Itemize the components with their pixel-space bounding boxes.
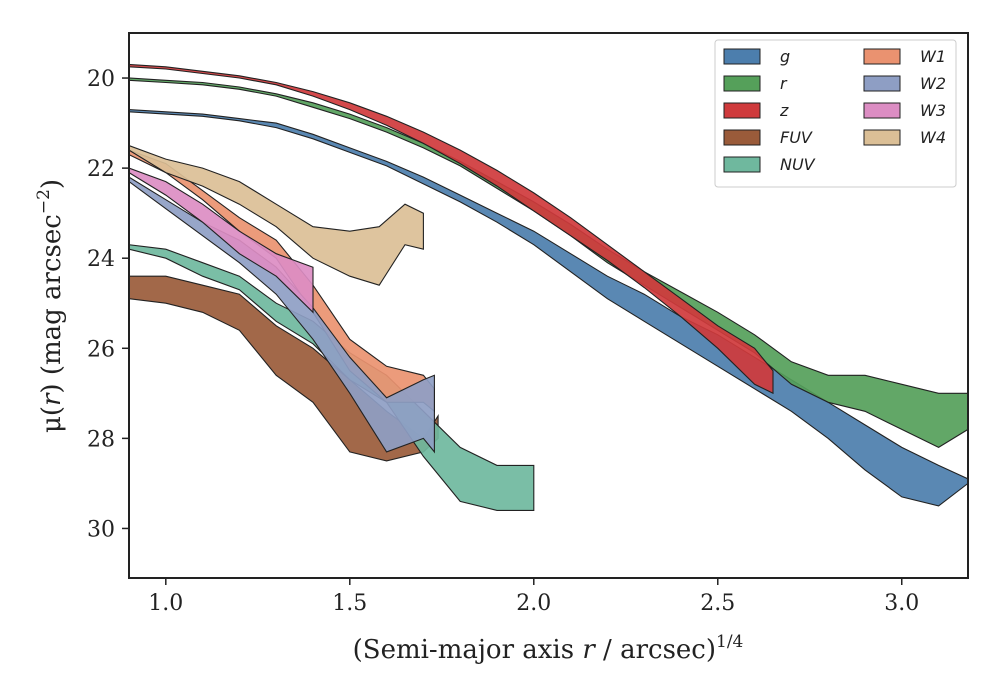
legend-items: grz FUV NUV W1 W2 W3 W4 xyxy=(723,47,946,174)
legend-label-r: r xyxy=(780,74,788,93)
legend-label-z: z xyxy=(779,101,789,120)
legend-swatch-w1 xyxy=(863,48,901,65)
y-axis-ticks: 20 22 24 26 28 30 xyxy=(87,67,129,542)
band-z xyxy=(128,63,774,395)
band-w3 xyxy=(128,167,314,314)
plot-frame xyxy=(128,32,969,579)
y-axis-label: μ(r) (mag arcsec−2) xyxy=(34,179,67,433)
legend-swatch-z xyxy=(723,102,761,119)
legend: grz FUV NUV W1 W2 W3 W4 xyxy=(714,39,957,188)
legend-swatch-nuv xyxy=(723,156,761,173)
band-w4 xyxy=(128,144,424,286)
legend-swatch-w4 xyxy=(863,129,901,146)
x-tick-label: 3.0 xyxy=(884,591,919,616)
x-axis-ticks: 1.0 1.5 2.0 2.5 3.0 xyxy=(148,578,919,616)
legend-swatch-g xyxy=(723,48,761,65)
x-axis-label: (Semi-major axis r / arcsec)1/4 xyxy=(353,632,744,665)
chart-bands xyxy=(128,63,969,511)
x-tick-label: 1.5 xyxy=(332,591,367,616)
legend-swatch-w2 xyxy=(863,75,901,92)
x-tick-label: 2.0 xyxy=(516,591,551,616)
legend-label-w4: W4 xyxy=(920,128,946,147)
y-tick-label: 22 xyxy=(87,157,115,182)
y-tick-label: 30 xyxy=(87,517,115,542)
y-tick-label: 20 xyxy=(87,67,115,92)
legend-label-w3: W3 xyxy=(920,101,946,120)
legend-swatch-fuv xyxy=(723,129,761,146)
y-tick-label: 28 xyxy=(87,427,115,452)
x-tick-label: 1.0 xyxy=(148,591,183,616)
y-tick-label: 24 xyxy=(87,247,115,272)
legend-label-nuv: NUV xyxy=(780,155,816,174)
legend-label-g: g xyxy=(780,47,790,66)
legend-label-w2: W2 xyxy=(920,74,946,93)
band-fuv xyxy=(128,275,439,462)
legend-label-w1: W1 xyxy=(920,47,946,66)
legend-swatch-r xyxy=(723,75,761,92)
legend-label-fuv: FUV xyxy=(780,128,813,147)
y-tick-label: 26 xyxy=(87,337,115,362)
x-tick-label: 2.5 xyxy=(700,591,735,616)
legend-swatch-w3 xyxy=(863,102,901,119)
